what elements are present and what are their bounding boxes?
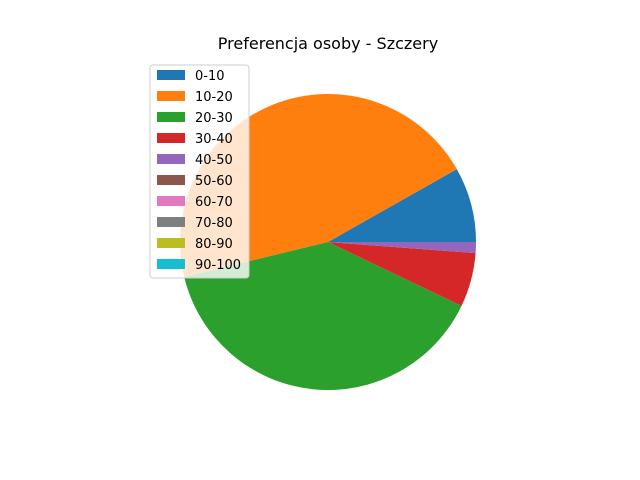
legend-label-30-40: 30-40 <box>195 132 233 147</box>
legend-swatch-30-40 <box>157 133 185 143</box>
legend-label-60-70: 60-70 <box>195 195 233 210</box>
legend-label-50-60: 50-60 <box>195 174 233 189</box>
legend-label-80-90: 80-90 <box>195 237 233 252</box>
legend: 0-10 10-20 20-30 30-40 40-50 50-60 60-70 70-80 8… <box>149 64 250 279</box>
legend-swatch-60-70 <box>157 196 185 206</box>
legend-label-90-100: 90-100 <box>195 258 241 273</box>
legend-swatch-80-90 <box>157 238 185 248</box>
legend-swatch-0-10 <box>157 70 185 80</box>
legend-label-40-50: 40-50 <box>195 153 233 168</box>
legend-swatch-40-50 <box>157 154 185 164</box>
pie-slice-30-40 <box>328 242 476 306</box>
legend-swatch-20-30 <box>157 112 185 122</box>
pie-slice-40-50 <box>328 242 476 254</box>
legend-swatch-70-80 <box>157 217 185 227</box>
legend-swatch-10-20 <box>157 91 185 101</box>
legend-swatch-90-100 <box>157 259 185 269</box>
legend-label-10-20: 10-20 <box>195 90 233 105</box>
pie-slice-0-10 <box>328 169 477 242</box>
chart-title: Preferencja osoby - Szczery <box>218 34 438 53</box>
legend-swatch-50-60 <box>157 175 185 185</box>
legend-label-70-80: 70-80 <box>195 216 233 231</box>
legend-label-0-10: 0-10 <box>195 69 225 84</box>
legend-label-20-30: 20-30 <box>195 111 233 126</box>
pie-slice-20-30 <box>184 242 462 391</box>
